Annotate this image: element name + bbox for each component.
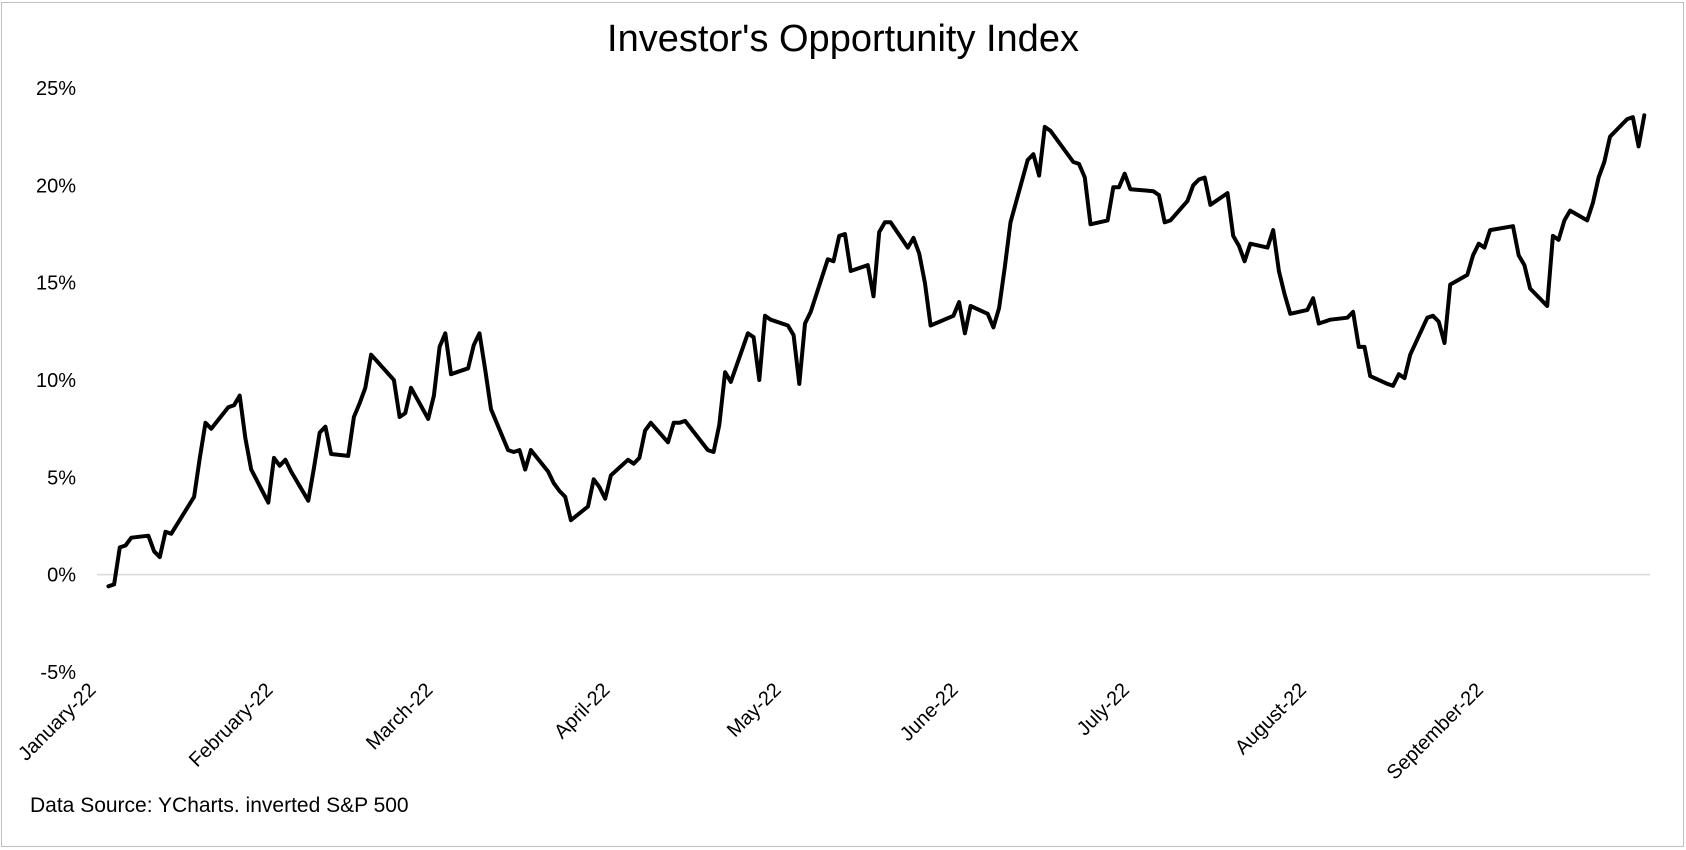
- y-tick-label: -5%: [40, 662, 76, 684]
- x-tick-label: July-22: [1073, 679, 1134, 740]
- x-tick-label: June-22: [896, 679, 963, 746]
- x-tick-label: April-22: [550, 679, 614, 743]
- x-axis-tick-labels: January-22 February-22 March-22 April-22 May…: [14, 679, 1488, 784]
- y-axis-tick-labels: 25% 20% 15% 10% 5% 0% -5%: [36, 78, 76, 684]
- y-tick-label: 20%: [36, 175, 76, 197]
- x-tick-label: September-22: [1383, 679, 1488, 784]
- y-tick-label: 25%: [36, 78, 76, 100]
- y-tick-label: 15%: [36, 273, 76, 295]
- x-tick-label: January-22: [14, 679, 100, 765]
- chart-title: Investor's Opportunity Index: [607, 18, 1079, 60]
- y-tick-label: 10%: [36, 370, 76, 392]
- series-group: [106, 113, 1647, 589]
- y-tick-label: 0%: [47, 565, 76, 587]
- x-tick-label: August-22: [1231, 679, 1311, 759]
- x-tick-label: February-22: [185, 679, 278, 772]
- x-tick-label: March-22: [362, 679, 437, 754]
- y-tick-label: 5%: [47, 467, 76, 489]
- series-line-0: [106, 113, 1647, 589]
- data-source-note: Data Source: YCharts. inverted S&P 500: [30, 794, 409, 817]
- x-tick-label: May-22: [723, 679, 786, 742]
